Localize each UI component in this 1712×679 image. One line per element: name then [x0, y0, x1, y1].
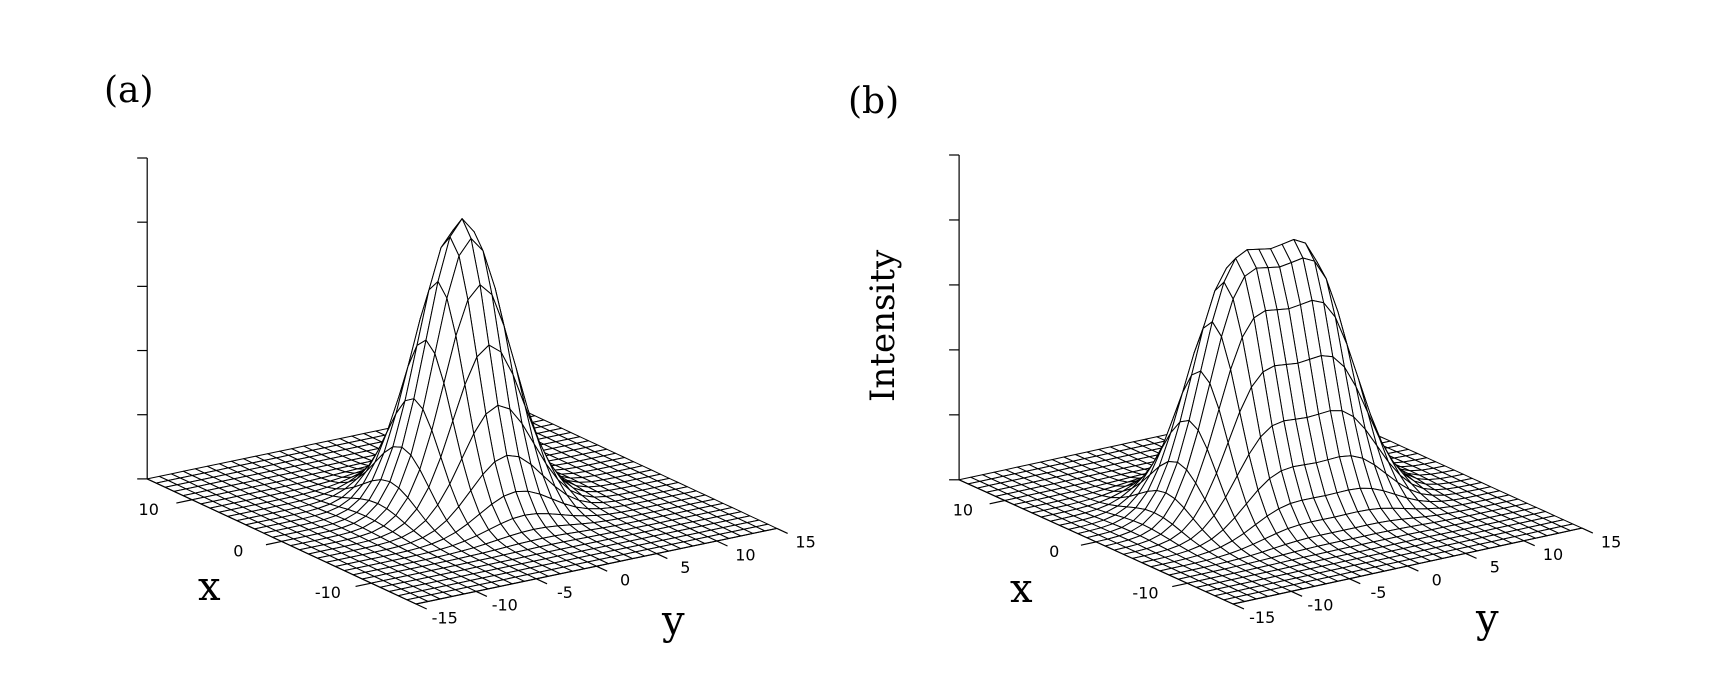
- y-axis-title-a: y: [661, 598, 685, 644]
- y-axis-b: -15 -10 -5 0 5 10 15: [1232, 527, 1621, 627]
- x-tick-label: -10: [315, 583, 341, 602]
- z-axis-b: [949, 154, 960, 481]
- x-tick-label: -10: [1132, 583, 1158, 602]
- y-axis-tick: [1523, 540, 1535, 547]
- x-axis-tick: [176, 499, 193, 504]
- y-axis-tick: [1407, 565, 1419, 572]
- y-tick-label: -15: [1249, 608, 1275, 627]
- surface-plot-a: (a) -10 0 10 -15 -10 -5 0 5 10 15 x y: [104, 70, 816, 644]
- y-tick-label: 15: [795, 533, 815, 552]
- y-tick-label: -10: [492, 596, 518, 615]
- x-tick-label: 0: [233, 542, 243, 561]
- y-tick-label: -5: [557, 583, 573, 602]
- y-axis-title-b: y: [1475, 596, 1499, 642]
- z-axis-title-b: Intensity: [863, 249, 903, 402]
- y-tick-label: 5: [1490, 558, 1500, 577]
- x-axis-title-b: x: [1010, 566, 1033, 612]
- y-axis-tick: [656, 553, 668, 560]
- x-axis-tick: [1172, 582, 1188, 588]
- surface-plot-b: (b) -10 0 10 -15 -10 -5 0 5 10 15 x y Intensity: [848, 81, 1621, 642]
- z-axis-a: [137, 157, 148, 480]
- y-axis-tick: [536, 578, 548, 585]
- y-axis-tick: [1232, 603, 1245, 610]
- surface-mesh-b: [958, 239, 1583, 605]
- x-tick-label: 0: [1049, 542, 1059, 561]
- panel-label-b: (b): [848, 81, 899, 122]
- y-axis-tick: [776, 527, 788, 534]
- y-axis-tick: [1581, 527, 1594, 534]
- y-axis-tick: [1465, 552, 1477, 559]
- y-axis-tick: [596, 565, 608, 572]
- panel-label-a: (a): [104, 70, 154, 111]
- x-tick-label: 10: [953, 501, 973, 520]
- x-axis-tick: [1080, 541, 1097, 546]
- y-tick-label: 5: [680, 558, 690, 577]
- x-axis-tick: [265, 540, 282, 546]
- y-tick-label: 0: [620, 571, 630, 590]
- surface-mesh-a: [146, 218, 778, 605]
- y-tick-label: 10: [735, 545, 755, 564]
- x-axis-tick: [355, 582, 372, 588]
- x-axis-title-a: x: [198, 564, 221, 610]
- y-tick-label: 10: [1543, 545, 1563, 564]
- y-axis-tick: [1290, 590, 1303, 597]
- x-axis-b: -10 0 10: [953, 479, 1234, 605]
- y-axis-tick: [716, 540, 728, 547]
- y-axis-a: -15 -10 -5 0 5 10 15: [415, 527, 816, 627]
- x-axis-tick: [989, 499, 1005, 505]
- x-tick-label: 10: [139, 500, 159, 519]
- y-axis-tick: [415, 603, 428, 610]
- y-axis-tick: [475, 590, 488, 597]
- y-tick-label: -10: [1307, 596, 1333, 615]
- y-tick-label: 0: [1432, 570, 1442, 589]
- y-tick-label: 15: [1601, 532, 1621, 551]
- x-axis-a: -10 0 10: [139, 478, 417, 605]
- y-tick-label: -5: [1371, 583, 1387, 602]
- y-tick-label: -15: [432, 608, 458, 627]
- y-axis-tick: [1349, 578, 1361, 585]
